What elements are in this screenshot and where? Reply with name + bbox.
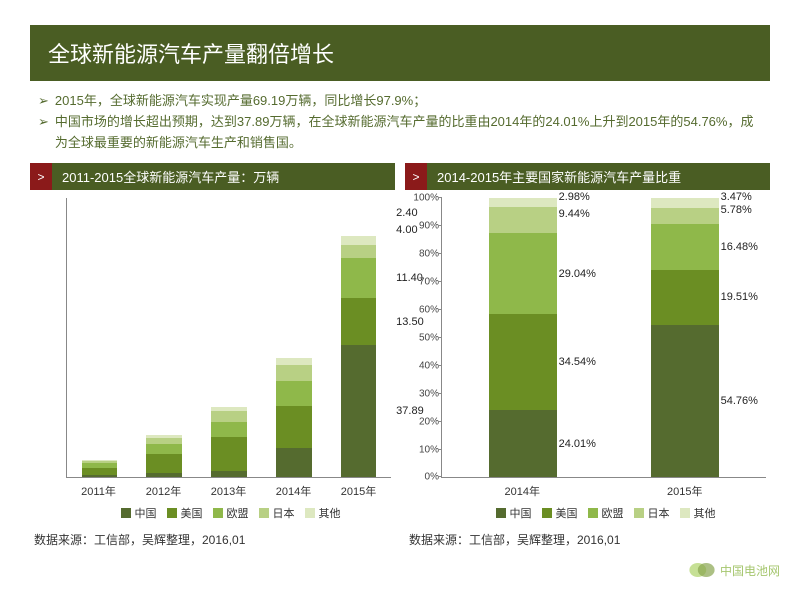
legend-item: 欧盟 <box>588 505 624 521</box>
legend-item: 日本 <box>634 505 670 521</box>
bullet-list: ➢2015年，全球新能源汽车实现产量69.19万辆，同比增长97.9%； ➢中国… <box>30 81 770 159</box>
left-chart-title: 2011-2015全球新能源汽车产量：万辆 <box>52 163 395 190</box>
watermark: 中国电池网 <box>688 560 780 580</box>
legend-item: 其他 <box>680 505 716 521</box>
chevron-icon: > <box>405 163 427 190</box>
bullet-item: ➢中国市场的增长超出预期，达到37.89万辆，在全球新能源汽车产量的比重由201… <box>38 112 762 154</box>
right-chart-panel: > 2014-2015年主要国家新能源汽车产量比重 0%10%20%30%40%… <box>405 163 770 548</box>
legend-item: 中国 <box>496 505 532 521</box>
source-text: 数据来源：工信部，吴辉整理，2016,01 <box>409 531 770 548</box>
chevron-icon: > <box>30 163 52 190</box>
left-chart-area: 37.8913.5011.404.002.40 <box>66 198 391 478</box>
legend-item: 美国 <box>167 505 203 521</box>
battery-logo-icon <box>688 560 716 580</box>
legend-item: 其他 <box>305 505 341 521</box>
legend: 中国美国欧盟日本其他 <box>441 505 770 521</box>
legend-item: 日本 <box>259 505 295 521</box>
bullet-item: ➢2015年，全球新能源汽车实现产量69.19万辆，同比增长97.9%； <box>38 91 762 112</box>
source-text: 数据来源：工信部，吴辉整理，2016,01 <box>34 531 395 548</box>
left-chart-panel: > 2011-2015全球新能源汽车产量：万辆 37.8913.5011.404… <box>30 163 395 548</box>
legend: 中国美国欧盟日本其他 <box>66 505 395 521</box>
right-chart-title: 2014-2015年主要国家新能源汽车产量比重 <box>427 163 770 190</box>
legend-item: 美国 <box>542 505 578 521</box>
legend-item: 欧盟 <box>213 505 249 521</box>
right-chart-area: 0%10%20%30%40%50%60%70%80%90%100%24.01%3… <box>441 198 766 478</box>
legend-item: 中国 <box>121 505 157 521</box>
page-title: 全球新能源汽车产量翻倍增长 <box>30 25 770 81</box>
